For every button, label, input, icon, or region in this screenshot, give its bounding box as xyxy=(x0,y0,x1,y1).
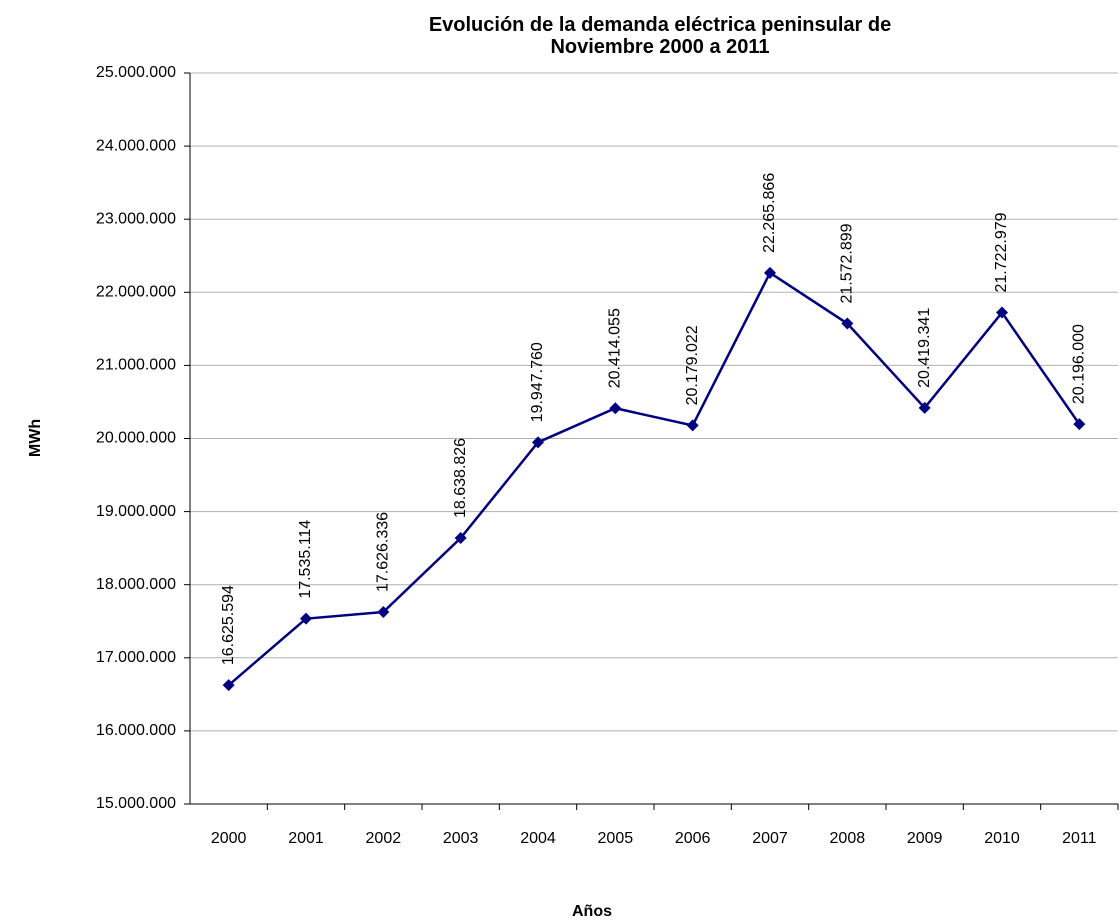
y-tick-label: 19.000.000 xyxy=(96,503,176,520)
marker xyxy=(841,317,854,330)
x-tick-label: 2005 xyxy=(598,830,634,847)
marker xyxy=(918,401,931,414)
y-tick-label: 23.000.000 xyxy=(96,210,176,227)
x-tick-label: 2007 xyxy=(752,830,788,847)
x-tick-label: 2000 xyxy=(211,830,247,847)
marker xyxy=(996,306,1008,319)
y-tick-label: 17.000.000 xyxy=(96,649,176,666)
marker xyxy=(609,402,622,415)
x-tick-label: 2001 xyxy=(288,830,324,847)
y-tick-label: 25.000.000 xyxy=(96,64,176,81)
x-tick-label: 2011 xyxy=(1062,830,1097,847)
x-axis-label: Años xyxy=(572,903,612,920)
marker xyxy=(454,532,467,545)
data-label: 20.179.022 xyxy=(684,325,701,405)
marker xyxy=(1073,418,1086,431)
x-tick-label: 2006 xyxy=(675,830,711,847)
data-label: 16.625.594 xyxy=(220,585,237,665)
chart-title: Evolución de la demanda eléctrica penins… xyxy=(428,14,892,58)
marker xyxy=(764,266,776,279)
x-tick-label: 2010 xyxy=(984,830,1020,847)
y-tick-label: 16.000.000 xyxy=(96,722,176,739)
marker xyxy=(686,419,699,432)
data-label: 20.196.000 xyxy=(1071,324,1088,404)
marker xyxy=(532,436,544,449)
data-label: 21.572.899 xyxy=(839,223,856,303)
x-tick-label: 2003 xyxy=(443,830,479,847)
marker xyxy=(300,612,312,625)
data-label: 18.638.826 xyxy=(452,438,469,518)
data-label: 20.419.341 xyxy=(916,308,933,388)
x-tick-label: 2002 xyxy=(366,830,402,847)
x-tick-label: 2004 xyxy=(520,830,556,847)
y-tick-label: 21.000.000 xyxy=(96,357,176,374)
y-axis-label: MWh xyxy=(27,419,44,457)
data-label: 17.535.114 xyxy=(297,520,314,599)
y-tick-label: 18.000.000 xyxy=(96,576,176,593)
x-tick-label: 2009 xyxy=(907,830,943,847)
marker xyxy=(377,606,390,619)
y-tick-label: 20.000.000 xyxy=(96,430,176,447)
y-tick-label: 15.000.000 xyxy=(96,795,176,812)
line xyxy=(227,271,1081,687)
data-label: 19.947.760 xyxy=(529,342,546,422)
data-label: 20.414.055 xyxy=(607,308,624,388)
data-label: 22.265.866 xyxy=(761,173,778,253)
data-label: 21.722.979 xyxy=(993,212,1010,292)
x-tick-label: 2008 xyxy=(830,830,866,847)
data-label: 17.626.336 xyxy=(375,512,392,592)
y-tick-label: 22.000.000 xyxy=(96,284,176,301)
y-tick-label: 24.000.000 xyxy=(96,137,176,154)
marker xyxy=(222,679,235,692)
